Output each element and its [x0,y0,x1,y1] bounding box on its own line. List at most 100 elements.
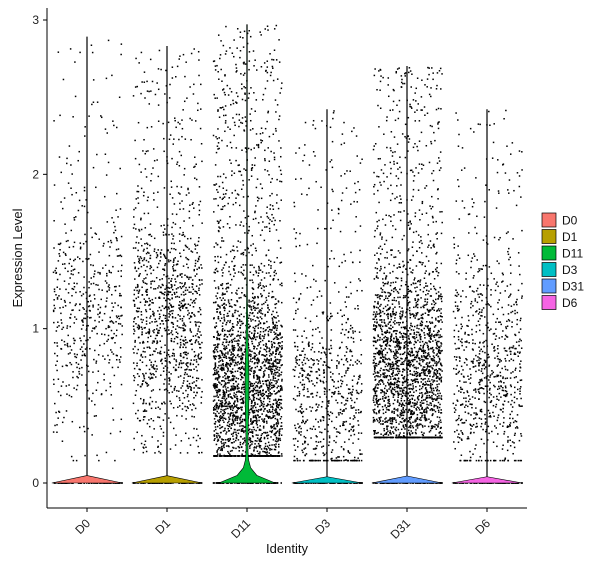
data-point [220,431,222,434]
data-point [180,186,183,188]
data-point [116,238,118,240]
data-point [156,341,159,344]
data-point [279,247,282,249]
data-point [256,362,259,364]
data-point [224,372,226,374]
data-point [217,439,220,442]
data-point [52,309,55,312]
data-point [137,348,139,351]
data-point [132,247,135,249]
data-point [107,325,110,327]
data-point [231,341,233,344]
data-point [161,335,163,337]
data-point [259,331,262,333]
data-point [268,400,271,403]
data-point [236,417,239,420]
data-point [265,343,268,346]
data-point [148,376,150,379]
data-point [160,428,163,430]
data-point [243,363,246,365]
data-point [201,222,203,224]
data-point [135,270,138,272]
data-point [219,419,222,422]
data-point [106,340,108,342]
data-point [255,397,258,400]
data-point [269,411,272,413]
data-point [248,92,250,95]
data-point [264,359,266,361]
data-point [267,411,269,413]
data-point [163,268,165,270]
data-point [216,351,219,353]
data-point [217,315,220,318]
data-point [232,435,234,437]
data-point [237,271,240,273]
data-point [270,340,273,343]
data-point [217,407,219,410]
data-point [185,409,188,412]
data-point [217,332,219,335]
data-point [183,397,186,399]
data-point [357,378,360,380]
data-point [161,320,164,322]
data-point [189,375,191,378]
data-point [279,92,281,94]
data-point [231,260,233,263]
data-point [59,288,61,290]
data-point [200,83,202,86]
data-point [164,291,166,294]
data-point [186,385,189,388]
data-point [56,342,58,344]
data-point [314,428,317,431]
data-point [277,438,280,441]
data-point [237,415,239,418]
data-point [243,307,245,309]
data-point [238,340,240,342]
data-point [272,296,275,298]
data-point [222,173,225,175]
data-point [216,455,218,457]
data-point [175,364,177,366]
data-point [261,317,263,320]
data-point [241,418,244,421]
data-point [74,95,77,98]
data-point [145,316,148,319]
data-point [153,280,156,283]
data-point [235,92,238,94]
data-point [243,367,245,370]
data-point [244,341,247,344]
data-point [241,455,243,457]
data-point [178,326,180,329]
data-point [262,392,264,395]
data-point [183,304,186,307]
data-point [65,410,68,412]
data-point [315,435,317,437]
data-point [193,351,196,353]
data-point [218,78,220,80]
data-point [59,114,61,117]
data-point [258,453,261,455]
data-point [227,421,229,424]
data-point [176,395,178,398]
data-point [248,30,250,32]
data-point [319,419,322,421]
data-point [159,316,161,318]
data-point [148,425,151,428]
data-point [232,422,235,424]
data-point [74,61,76,63]
data-point [357,432,360,434]
data-point [58,325,60,327]
data-point [272,377,275,380]
data-point [170,402,172,405]
data-point [223,114,225,117]
data-point [188,385,190,388]
data-point [116,316,118,319]
data-point [219,360,222,362]
data-point [217,366,219,369]
data-point [321,120,323,122]
data-point [273,385,276,388]
data-point [172,143,174,145]
data-point [253,327,256,330]
data-point [244,430,246,432]
data-point [157,416,159,418]
